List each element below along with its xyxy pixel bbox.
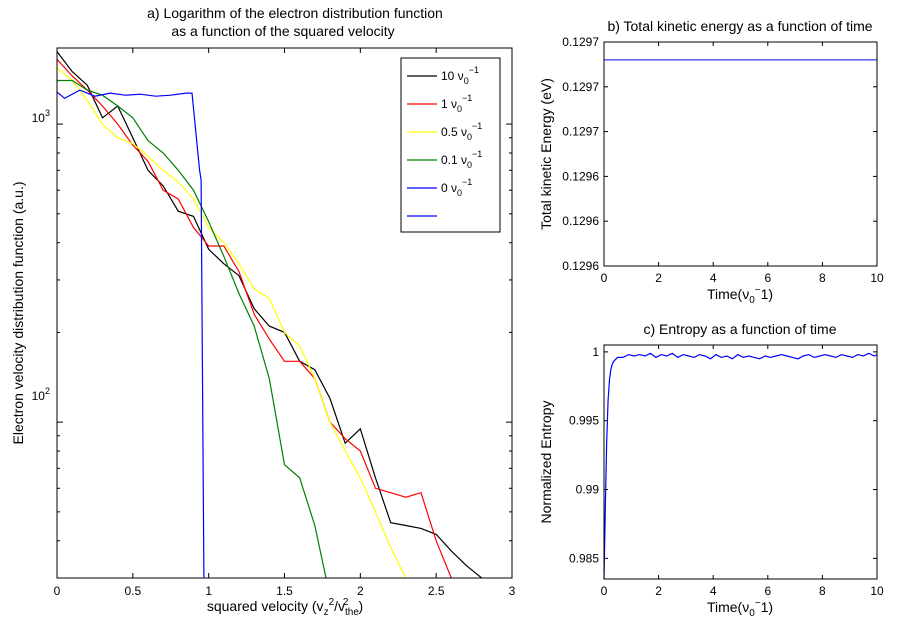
panel-c-plot-area [603,352,878,580]
x-tick-label: 8 [819,584,826,598]
legend-label: 0.5 ν0−1 [441,121,482,142]
panel-c-y-label: Normalized Entropy [538,401,554,524]
panel-a-x-ticks: 0 0.5 1 1.5 2 2.5 3 [54,48,516,598]
y-tick-label: 0.1296 [562,169,599,183]
panel-b-y-ticks: 0.1296 0.1296 0.1296 0.1297 0.1297 0.1297 [562,35,877,273]
panel-a-plot-area [57,51,483,578]
series-line-1 [57,58,452,578]
legend-label: 10 ν0−1 [441,65,479,86]
panel-b-kinetic-energy: b) Total kinetic energy as a function of… [538,18,884,306]
x-tick-label: 3 [509,584,516,598]
x-tick-label: 2 [655,271,662,285]
panel-c-x-ticks: 0 2 4 6 8 10 [601,345,884,598]
x-tick-label: 4 [710,271,717,285]
x-tick-label: 0.5 [124,584,141,598]
series-line-2 [57,66,407,578]
y-tick-label: 0.985 [569,551,599,565]
x-tick-label: 1 [205,584,212,598]
legend-label: 0.1 ν0−1 [441,149,482,170]
x-tick-label: 2.5 [428,584,445,598]
x-tick-label: 6 [764,584,771,598]
panel-b-x-ticks: 0 2 4 6 8 10 [601,42,884,285]
x-tick-label: 0 [601,271,608,285]
y-tick-label: 0.1296 [562,214,599,228]
x-tick-label: 0 [54,584,61,598]
x-tick-label: 8 [819,271,826,285]
x-tick-label: 6 [764,271,771,285]
panel-a-legend: 10 ν0−1 1 ν0−1 0.5 ν0−1 0.1 ν0−1 0 ν0−1 [400,57,501,233]
y-tick-label: 0.1297 [562,80,599,94]
panel-a-y-label: Electron velocity distribution function … [10,181,26,444]
x-tick-label: 2 [357,584,364,598]
x-tick-label: 1.5 [276,584,293,598]
x-tick-label: 2 [655,584,662,598]
legend-label: 0 ν0−1 [441,177,472,198]
y-tick-label: 1 [592,345,599,359]
panel-c-y-ticks: 0.985 0.99 0.995 1 [569,345,877,565]
y-tick-label: 0.1296 [562,259,599,273]
x-tick-label: 10 [870,271,884,285]
panel-a-title-line1: a) Logarithm of the electron distributio… [147,5,443,21]
panel-b-title: b) Total kinetic energy as a function of… [607,18,872,34]
y-tick-label: 0.1297 [562,125,599,139]
legend-label: 1 ν0−1 [441,93,472,114]
series-line-0 [57,51,483,578]
panel-c-entropy: c) Entropy as a function of time 0 2 4 6 8 10… [538,321,884,619]
panel-a-distribution: a) Logarithm of the electron distributio… [10,5,516,618]
panel-c-title: c) Entropy as a function of time [644,321,837,337]
panel-b-y-label: Total kinetic Energy (eV) [538,78,554,230]
y-tick-label: 0.99 [576,483,600,497]
y-tick-label: 0.1297 [562,35,599,49]
x-tick-label: 4 [710,584,717,598]
x-tick-label: 0 [601,584,608,598]
x-tick-label: 10 [870,584,884,598]
y-tick-label: 0.995 [569,414,599,428]
panel-a-title-line2: as a function of the squared velocity [171,23,394,39]
series-line-4 [57,89,205,578]
series-line-0 [603,352,878,580]
